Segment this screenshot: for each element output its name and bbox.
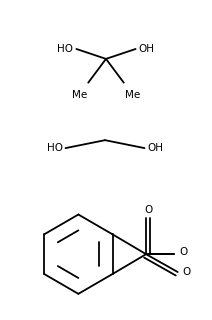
Text: O: O: [180, 247, 188, 257]
Text: HO: HO: [47, 143, 63, 153]
Text: Me: Me: [72, 90, 87, 100]
Text: O: O: [183, 267, 191, 277]
Text: OH: OH: [148, 143, 163, 153]
Text: Me: Me: [125, 90, 140, 100]
Text: HO: HO: [57, 44, 73, 54]
Text: O: O: [144, 204, 152, 214]
Text: OH: OH: [139, 44, 155, 54]
